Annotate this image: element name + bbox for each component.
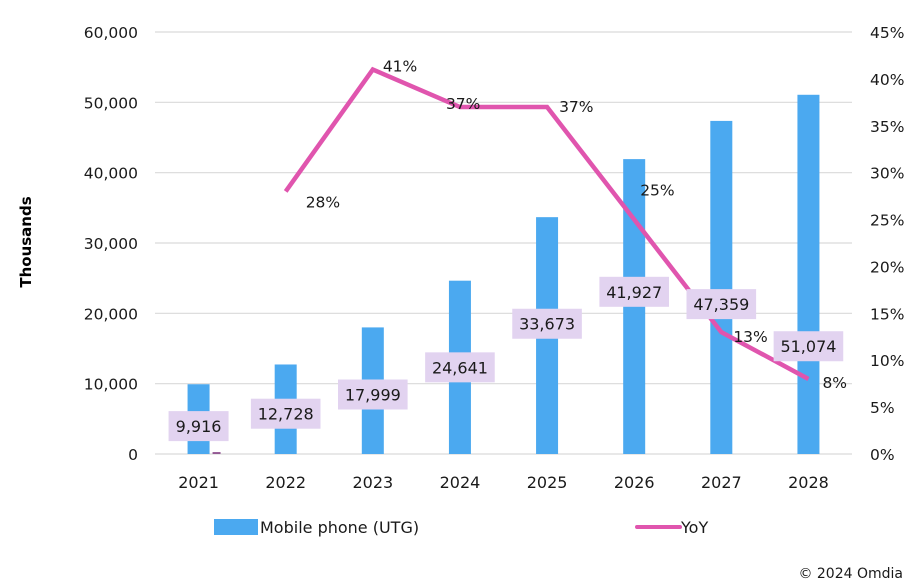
bar-label-bg [512, 308, 582, 339]
bar-data-label: 9,916 [168, 411, 229, 442]
y-tick-label: 10,000 [84, 376, 138, 394]
y2-tick-label: 0% [870, 446, 895, 464]
bar-label-text: 24,641 [432, 358, 488, 377]
x-tick-label: 2026 [614, 473, 655, 492]
line-data-label: 13% [733, 328, 767, 346]
right-axis-ticks: 0% 5% 10% 15% 20% 25% 30% 35% 40% 45% [870, 24, 904, 464]
y2-tick-label: 15% [870, 305, 904, 323]
line-data-label: 37% [559, 98, 593, 116]
bar-label-bg [686, 289, 757, 320]
legend-label-line: YoY [680, 518, 708, 537]
line-data-label: 37% [446, 95, 480, 113]
bar-label-text: 33,673 [519, 315, 575, 334]
y-tick-label: 30,000 [84, 235, 138, 253]
left-axis-ticks: 0 10,000 20,000 30,000 40,000 50,000 60,000 [84, 24, 138, 464]
x-tick-label: 2022 [265, 473, 306, 492]
bar-label-text: 47,359 [693, 295, 749, 314]
y2-tick-label: 35% [870, 118, 904, 136]
bar-data-label: 51,074 [773, 331, 844, 362]
bar-data-label: 33,673 [512, 308, 582, 339]
y2-tick-label: 40% [870, 71, 904, 89]
source-credit: © 2024 Omdia [798, 566, 903, 582]
bar-label-bg [168, 411, 229, 442]
y2-tick-label: 30% [870, 165, 904, 183]
x-tick-label: 2027 [701, 473, 742, 492]
x-axis-ticks: 2021 2022 2023 2024 2025 2026 2027 2028 [178, 473, 829, 492]
bar-label-text: 51,074 [780, 337, 836, 356]
y-axis-label: Thousands [17, 196, 35, 287]
legend: Mobile phone (UTG) YoY [214, 518, 708, 537]
bar-data-label: 24,641 [425, 352, 495, 383]
y-tick-label: 60,000 [84, 24, 138, 42]
bar-label-bg [425, 352, 495, 383]
y2-tick-label: 45% [870, 24, 904, 42]
bar-label-text: 9,916 [176, 417, 222, 436]
x-tick-label: 2023 [352, 473, 393, 492]
bar-data-label: 41,927 [599, 276, 669, 307]
line-data-label: 28% [306, 193, 340, 211]
bar-label-text: 17,999 [345, 386, 401, 405]
y2-tick-label: 20% [870, 258, 904, 276]
bar-data-label: 17,999 [338, 379, 408, 410]
line-data-label: 25% [640, 182, 674, 200]
y-tick-label: 20,000 [84, 305, 138, 323]
bar-data-label: 47,359 [686, 289, 757, 320]
bar [797, 94, 820, 454]
bar-label-text: 12,728 [258, 405, 314, 424]
y-tick-label: 50,000 [84, 94, 138, 112]
yoy-line [283, 66, 810, 381]
bar-data-labels: 9,916 12,728 17,999 24,641 33,673 41,927 47,35… [168, 276, 844, 442]
y2-tick-label: 10% [870, 352, 904, 370]
x-tick-label: 2028 [788, 473, 829, 492]
bar-label-text: 41,927 [606, 283, 662, 302]
legend-swatch-bar [214, 519, 258, 535]
bar-label-bg [599, 276, 669, 307]
y2-tick-label: 25% [870, 212, 904, 230]
y-tick-label: 40,000 [84, 165, 138, 183]
x-tick-label: 2025 [527, 473, 568, 492]
x-tick-label: 2021 [178, 473, 219, 492]
line-data-label: 8% [822, 374, 847, 392]
bar-data-label: 12,728 [250, 398, 321, 429]
bar-label-bg [773, 331, 844, 362]
line-data-labels: 28% 41% 37% 37% 25% 13% 8% [306, 58, 847, 392]
x-tick-label: 2024 [440, 473, 481, 492]
bar-label-bg [250, 398, 321, 429]
gridlines [155, 31, 852, 455]
line-data-label: 41% [383, 58, 417, 76]
bar-label-bg [338, 379, 408, 410]
y-tick-label: 0 [128, 446, 138, 464]
bar [710, 120, 733, 455]
legend-label-bar: Mobile phone (UTG) [260, 518, 419, 537]
line-series [283, 66, 810, 381]
y2-tick-label: 5% [870, 399, 895, 417]
